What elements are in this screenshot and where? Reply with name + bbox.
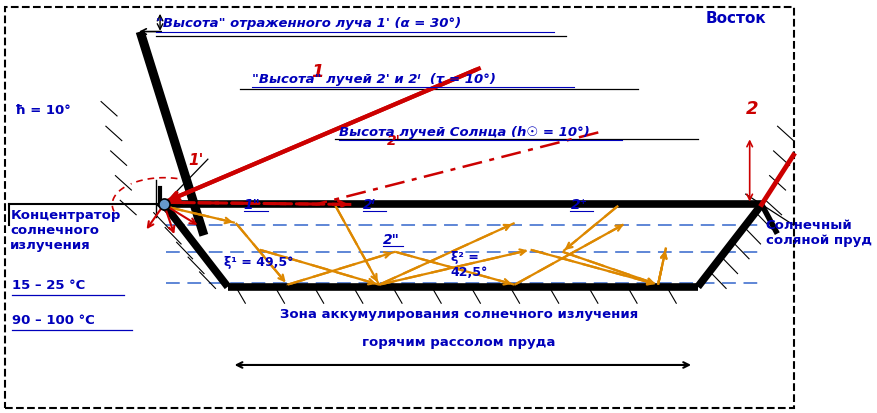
Text: 2⁺: 2⁺ (570, 197, 588, 211)
Text: Высота лучей Солнца (h☉ = 10°): Высота лучей Солнца (h☉ = 10°) (339, 126, 590, 139)
Text: 2: 2 (745, 100, 759, 118)
Text: ħ = 10°: ħ = 10° (15, 104, 71, 117)
Text: "Высота" отраженного луча 1' (α = 30°): "Высота" отраженного луча 1' (α = 30°) (156, 17, 461, 31)
Text: 2ᴵ: 2ᴵ (363, 197, 376, 211)
Text: Восток: Восток (706, 11, 766, 26)
Text: 15 – 25 °C: 15 – 25 °C (12, 279, 85, 292)
FancyBboxPatch shape (4, 7, 794, 408)
Text: ξ¹ = 49,5°: ξ¹ = 49,5° (224, 256, 293, 269)
Text: 1: 1 (311, 63, 324, 81)
Text: 1': 1' (188, 153, 203, 169)
Text: Зона аккумулирования солнечного излучения: Зона аккумулирования солнечного излучени… (280, 308, 638, 320)
Text: Концентратор
солнечного
излучения: Концентратор солнечного излучения (11, 209, 121, 252)
Text: 1": 1" (244, 197, 260, 211)
Text: ξ² =
42,5°: ξ² = 42,5° (451, 252, 488, 280)
Text: 2': 2' (387, 134, 401, 148)
Text: Солнечный
соляной пруд: Солнечный соляной пруд (766, 219, 872, 247)
Text: "Высота" лучей 2' и 2ᴵ  (τ = 10°): "Высота" лучей 2' и 2ᴵ (τ = 10°) (252, 73, 496, 86)
Text: горячим рассолом пруда: горячим рассолом пруда (362, 337, 555, 349)
Text: 90 – 100 °C: 90 – 100 °C (12, 314, 95, 327)
Text: 2": 2" (383, 233, 400, 247)
